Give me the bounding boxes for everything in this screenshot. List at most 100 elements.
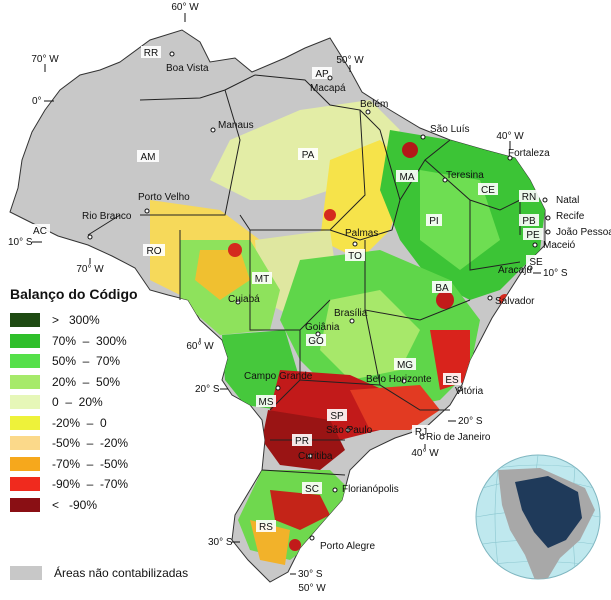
- svg-text:PA: PA: [302, 150, 315, 161]
- city-porto-alegre: Porto Alegre: [309, 535, 375, 552]
- state-es: ES: [443, 373, 461, 386]
- svg-text:MT: MT: [255, 274, 269, 285]
- city-aracaju: Aracaju: [498, 265, 533, 276]
- state-sp: SP: [327, 409, 347, 422]
- svg-text:Vitória: Vitória: [455, 386, 484, 397]
- svg-text:60° W: 60° W: [186, 341, 214, 352]
- city-manaus: Manaus: [210, 120, 254, 133]
- svg-text:Belo Horizonte: Belo Horizonte: [366, 374, 432, 385]
- svg-text:Aracaju: Aracaju: [498, 265, 532, 276]
- city-macapa: Macapá: [310, 75, 346, 94]
- state-pi: PI: [426, 214, 442, 227]
- legend-swatch: [10, 497, 40, 512]
- city-brasilia: Brasília: [334, 308, 368, 324]
- svg-text:10° S: 10° S: [543, 268, 568, 279]
- city-vitoria: Vitória: [455, 386, 484, 397]
- svg-text:PE: PE: [526, 230, 540, 241]
- state-rr: RR: [141, 46, 161, 59]
- globe-inset: [475, 454, 601, 580]
- legend-swatch: [10, 436, 40, 451]
- legend-item: 0 – 20%: [10, 392, 210, 413]
- svg-text:Cuiabá: Cuiabá: [228, 294, 260, 305]
- not-accounted-label: Áreas não contabilizadas: [54, 566, 189, 580]
- svg-text:CE: CE: [481, 185, 495, 196]
- legend-swatch: [10, 374, 40, 389]
- legend-label: 70% – 300%: [52, 333, 127, 348]
- legend: Balanço do Código > 300% 70% – 300% 50% – …: [10, 286, 210, 515]
- state-ac: AC: [30, 224, 50, 237]
- svg-text:Natal: Natal: [556, 195, 579, 206]
- svg-text:MS: MS: [259, 397, 274, 408]
- svg-text:João Pessoa: João Pessoa: [556, 227, 611, 238]
- not-accounted-swatch: [10, 566, 42, 580]
- svg-text:RO: RO: [147, 246, 162, 257]
- svg-text:Campo Grande: Campo Grande: [244, 371, 313, 382]
- legend-title: Balanço do Código: [10, 286, 138, 302]
- state-rs: RS: [256, 520, 276, 533]
- state-mt: MT: [252, 272, 272, 285]
- svg-text:BA: BA: [435, 283, 449, 294]
- city-rio-de-janeiro: Rio de Janeiro: [419, 432, 491, 443]
- legend-swatch: [10, 313, 40, 328]
- city-boa-vista: Boa Vista: [166, 51, 209, 74]
- svg-text:RN: RN: [522, 192, 536, 203]
- svg-text:70° W: 70° W: [76, 264, 104, 275]
- svg-text:Porto Alegre: Porto Alegre: [320, 541, 375, 552]
- svg-text:São Luís: São Luís: [430, 124, 469, 135]
- legend-label: 20% – 50%: [52, 374, 121, 389]
- legend-item: -90% – -70%: [10, 474, 210, 495]
- svg-text:Goiânia: Goiânia: [305, 322, 340, 333]
- legend-item: 20% – 50%: [10, 372, 210, 393]
- svg-text:60° W: 60° W: [171, 2, 199, 13]
- state-sc: SC: [302, 482, 322, 495]
- legend-label: -50% – -20%: [52, 436, 129, 451]
- legend-swatch: [10, 456, 40, 471]
- svg-text:RR: RR: [144, 48, 158, 59]
- svg-text:0°: 0°: [32, 96, 42, 107]
- legend-label: > 300%: [52, 313, 100, 328]
- legend-swatch: [10, 415, 40, 430]
- svg-text:Salvador: Salvador: [495, 296, 535, 307]
- state-ap: AP: [312, 67, 332, 80]
- city-goiania: Goiânia: [305, 322, 340, 337]
- state-boundaries: [87, 74, 521, 476]
- svg-text:Manaus: Manaus: [218, 120, 254, 131]
- state-ba: BA: [432, 281, 452, 294]
- state-pr: PR: [292, 434, 312, 447]
- svg-text:20° S: 20° S: [195, 384, 220, 395]
- svg-text:Porto Velho: Porto Velho: [138, 192, 190, 203]
- svg-text:Brasília: Brasília: [334, 308, 368, 319]
- legend-label: 50% – 70%: [52, 354, 121, 369]
- svg-text:40° W: 40° W: [411, 448, 439, 459]
- svg-text:PB: PB: [522, 216, 536, 227]
- legend-label: -70% – -50%: [52, 456, 129, 471]
- svg-text:30° S: 30° S: [208, 537, 233, 548]
- svg-text:Rio de Janeiro: Rio de Janeiro: [426, 432, 491, 443]
- state-se: SE: [526, 255, 546, 268]
- svg-text:Florianópolis: Florianópolis: [342, 484, 399, 495]
- svg-text:MG: MG: [397, 360, 413, 371]
- legend-swatch: [10, 354, 40, 369]
- state-to: TO: [345, 249, 365, 262]
- city-recife: Recife: [545, 211, 585, 222]
- state-pa: PA: [298, 148, 318, 161]
- state-go: GO: [306, 334, 326, 347]
- legend-label: 0 – 20%: [52, 395, 103, 410]
- svg-text:70° W: 70° W: [31, 54, 59, 65]
- legend-not-accounted: Áreas não contabilizadas: [10, 566, 188, 580]
- legend-item: -50% – -20%: [10, 433, 210, 454]
- city-campo-grande: Campo Grande: [244, 371, 313, 391]
- city-maceio: Maceió: [532, 240, 576, 251]
- city-cuiaba: Cuiabá: [228, 294, 260, 305]
- legend-item: -20% – 0: [10, 413, 210, 434]
- city-fortaleza: Fortaleza: [507, 148, 550, 161]
- legend-swatch: [10, 333, 40, 348]
- state-rj: RJ: [412, 425, 430, 438]
- svg-text:SP: SP: [330, 411, 344, 422]
- state-labels: RR AP AM PA MA CE RN PB PE PI AC RO TO S…: [30, 46, 546, 533]
- svg-text:30° S: 30° S: [298, 569, 323, 580]
- city-labels: Boa Vista Macapá Manaus Belém São Luís F…: [82, 51, 611, 552]
- svg-text:Recife: Recife: [556, 211, 585, 222]
- legend-label: -90% – -70%: [52, 477, 129, 492]
